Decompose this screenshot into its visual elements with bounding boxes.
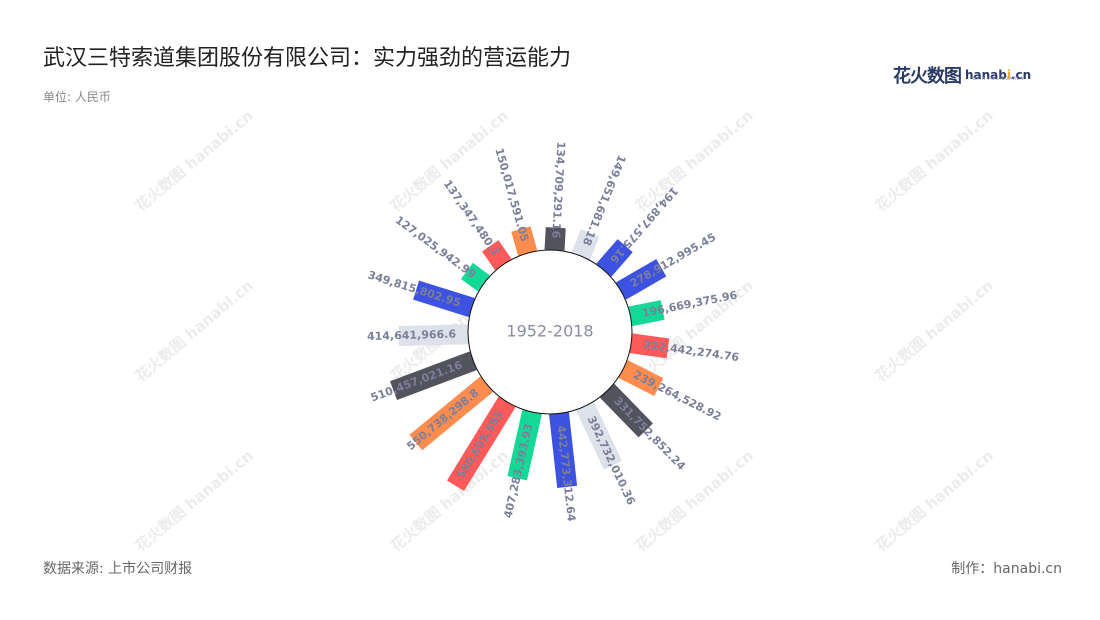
logo-en-dot: i — [1006, 68, 1011, 82]
bar-7 — [507, 409, 542, 481]
bar-4 — [600, 383, 653, 438]
bar-9 — [409, 376, 494, 451]
value-label-13: 127,025,942.99 — [393, 213, 479, 281]
value-label-4: 331,752,852.24 — [611, 394, 688, 473]
bar-17 — [571, 229, 600, 260]
center-label: 1952-2018 — [506, 322, 593, 341]
value-label-12: 349,815,802.95 — [366, 268, 462, 309]
bar-15 — [511, 226, 538, 256]
logo-en-text: hanabi.cn — [965, 68, 1031, 82]
bar-10 — [390, 351, 477, 400]
chart-title: 武汉三特索道集团股份有限公司：实力强劲的营运能力 — [43, 46, 572, 71]
bar-0 — [616, 259, 667, 300]
center-circle — [467, 249, 633, 415]
logo-en-suffix: .cn — [1011, 68, 1032, 82]
value-label-7: 407,283,393.93 — [501, 422, 535, 519]
value-label-14: 137,347,480.3 — [441, 178, 502, 259]
logo-subtitle: DATA VISUALIZATION — [973, 76, 1025, 81]
value-label-2: 222,442,274.76 — [642, 338, 740, 364]
value-label-3: 239,264,528.92 — [631, 368, 723, 423]
value-label-0: 278,912,995.45 — [628, 231, 718, 291]
value-label-1: 196,669,375.96 — [641, 288, 739, 319]
bar-14 — [482, 240, 512, 271]
value-label-16: 134,709,291.16 — [549, 141, 567, 239]
bar-5 — [575, 401, 622, 470]
value-label-18: 194,897,575.16 — [607, 184, 681, 266]
logo-cn-text: 花火数图 — [893, 66, 962, 87]
bar-11 — [398, 324, 469, 347]
credit-label: 制作：hanabi.cn — [951, 561, 1062, 577]
data-source: 数据来源: 上市公司财报 — [43, 561, 193, 577]
brand-logo: 花火数图 hanabi.cn DATA VISUALIZATION — [893, 62, 1031, 88]
bar-2 — [629, 333, 670, 359]
value-label-11: 414,641,966.6 — [367, 328, 457, 343]
value-label-9: 550,738,298.8 — [404, 386, 481, 453]
value-label-17: 149,651,681.18 — [580, 153, 628, 248]
unit-label: 单位: 人民币 — [43, 90, 111, 104]
bar-18 — [596, 239, 633, 277]
value-label-10: 510,457,021.16 — [369, 358, 464, 404]
bar-13 — [460, 262, 490, 292]
bar-8 — [446, 396, 516, 491]
bar-1 — [628, 300, 665, 327]
logo-en-prefix: hanab — [965, 68, 1007, 82]
value-label-8: 590,605,595 — [454, 408, 506, 481]
bar-3 — [618, 360, 664, 396]
bar-6 — [549, 412, 578, 488]
value-label-15: 150,017,591.05 — [492, 147, 531, 244]
bar-16 — [544, 227, 566, 251]
bar-12 — [413, 280, 475, 318]
